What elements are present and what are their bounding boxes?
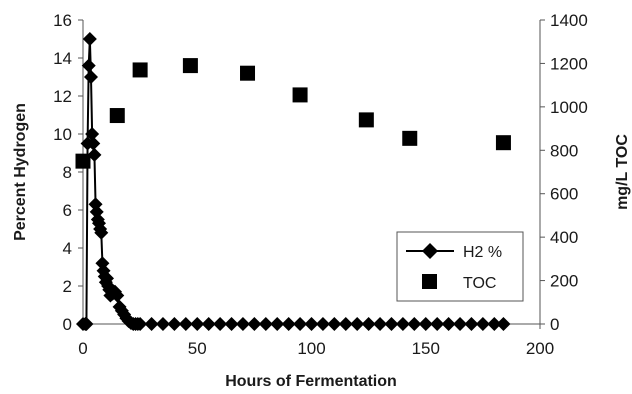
h2-data-point (315, 317, 330, 331)
legend-h2-label: H2 % (463, 244, 502, 261)
h2-data-point (133, 317, 148, 331)
x-tick-label: 50 (188, 339, 207, 358)
left-y-tick-label: 8 (63, 163, 72, 182)
x-tick-label: 0 (78, 339, 87, 358)
h2-data-point (270, 317, 285, 331)
h2-data-point (83, 70, 98, 84)
left-y-tick-label: 12 (53, 87, 72, 106)
h2-data-point (224, 317, 239, 331)
h2-data-point (247, 317, 262, 331)
legend-box (396, 231, 524, 302)
h2-data-point (384, 317, 399, 331)
h2-data-point (258, 317, 273, 331)
h2-data-point (464, 317, 479, 331)
series-h2 (76, 32, 511, 331)
h2-data-point (79, 317, 94, 331)
h2-data-point (327, 317, 342, 331)
h2-data-point (293, 317, 308, 331)
x-tick-label: 200 (526, 339, 554, 358)
toc-data-point (495, 135, 511, 151)
legend-toc-label: TOC (463, 275, 496, 292)
h2-data-point (496, 317, 511, 331)
h2-data-point (155, 317, 170, 331)
toc-data-point (358, 112, 374, 128)
toc-data-point (292, 87, 308, 103)
x-axis-title: Hours of Fermentation (225, 373, 397, 389)
right-y-tick-label: 1000 (550, 98, 588, 117)
legend-h2-marker (422, 243, 438, 259)
h2-data-point (453, 317, 468, 331)
h2-data-point (407, 317, 422, 331)
h2-data-point (94, 225, 109, 240)
left-y-tick-label: 4 (63, 239, 72, 258)
h2-data-point (85, 127, 100, 141)
h2-data-point (350, 317, 365, 331)
h2-data-point (82, 32, 97, 46)
h2-data-point (201, 317, 216, 331)
h2-data-point (81, 58, 96, 73)
toc-data-point (240, 65, 256, 81)
h2-data-point (110, 288, 125, 303)
toc-data-point (109, 108, 125, 124)
h2-data-point (441, 317, 456, 331)
left-y-tick-label: 10 (53, 125, 72, 144)
x-tick-label: 150 (412, 339, 440, 358)
right-y-tick-label: 800 (550, 141, 578, 160)
h2-data-point (487, 317, 502, 331)
h2-data-point (86, 136, 101, 151)
h2-data-point (235, 317, 250, 331)
h2-data-point (87, 147, 102, 162)
left-y-tick-label: 2 (63, 277, 72, 296)
right-y-tick-label: 600 (550, 185, 578, 204)
right-y-tick-label: 400 (550, 228, 578, 247)
h2-data-point (430, 317, 445, 331)
left-y-tick-label: 6 (63, 201, 72, 220)
legend: H2 % TOC (396, 231, 524, 302)
right-y-tick-label: 1200 (550, 54, 588, 73)
h2-data-point (361, 317, 376, 331)
x-tick-label: 100 (297, 339, 325, 358)
toc-data-point (132, 62, 148, 78)
h2-data-point (395, 317, 410, 331)
h2-data-point (178, 317, 193, 331)
left-y-tick-label: 16 (53, 11, 72, 30)
legend-toc-marker (422, 274, 437, 289)
right-y-ticks: 0 200 400 600 800 1000 1200 1400 (540, 11, 588, 334)
left-y-tick-label: 14 (53, 49, 72, 68)
toc-data-point (402, 130, 418, 146)
h2-data-point (475, 317, 490, 331)
h2-data-point (338, 317, 353, 331)
left-y-ticks: 0 2 4 6 8 10 12 14 16 (53, 11, 83, 334)
h2-data-point (418, 317, 433, 331)
toc-data-point (182, 58, 198, 74)
right-y-tick-label: 200 (550, 272, 578, 291)
left-y-tick-label: 0 (63, 315, 72, 334)
h2-data-point (144, 317, 159, 331)
x-ticks: 0 50 100 150 200 (78, 324, 554, 358)
h2-data-point (304, 317, 319, 331)
h2-data-point (190, 317, 205, 331)
series-toc (75, 58, 511, 169)
h2-data-point (281, 317, 296, 331)
right-y-tick-label: 1400 (550, 11, 588, 30)
h2-data-point (213, 317, 228, 331)
h2-data-point (167, 317, 182, 331)
left-y-axis-title: Percent Hydrogen (12, 103, 29, 241)
toc-data-point (75, 153, 91, 169)
right-y-tick-label: 0 (550, 315, 559, 334)
h2-data-point (373, 317, 388, 331)
right-y-axis-title: mg/L TOC (614, 134, 631, 210)
